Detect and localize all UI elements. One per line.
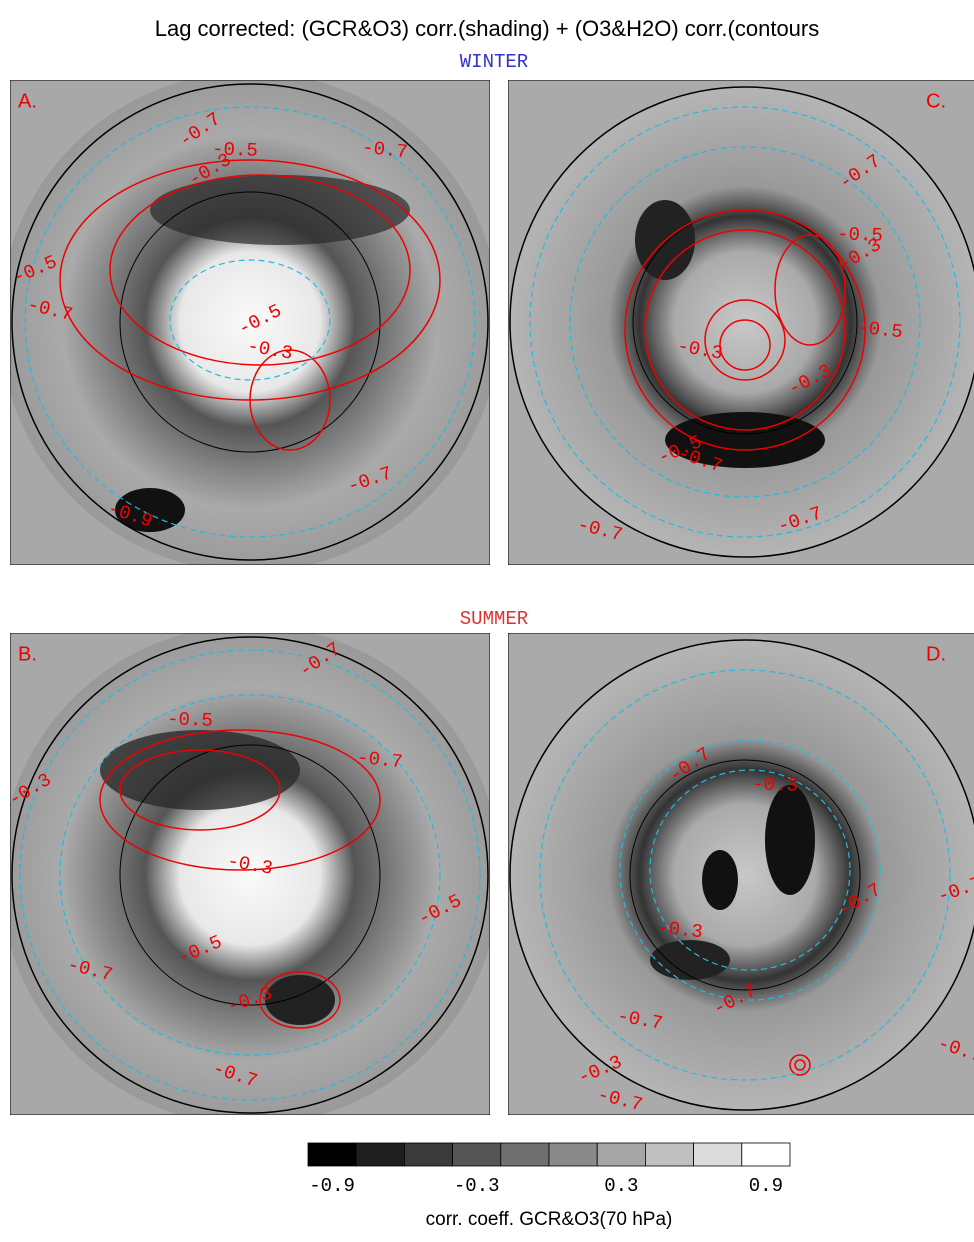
x-tick-label: -0.3: [454, 1175, 500, 1197]
colorbar-box: [742, 1143, 790, 1166]
panel-label: A.: [18, 90, 37, 112]
title: Lag corrected: (GCR&O3) corr.(shading) +…: [155, 16, 820, 41]
colorbar-box: [356, 1143, 404, 1166]
contour-label: -0.5: [167, 708, 213, 732]
panel-label: D.: [926, 643, 946, 665]
figure: Lag corrected: (GCR&O3) corr.(shading) +…: [0, 0, 974, 1237]
colorbar-box: [308, 1143, 356, 1166]
map-panel: [508, 80, 974, 565]
map-panel: [508, 633, 974, 1115]
colorbar-box: [694, 1143, 742, 1166]
colorbar-box: [404, 1143, 452, 1166]
colorbar-box: [549, 1143, 597, 1166]
season-label: WINTER: [460, 51, 528, 73]
colorbar-box: [501, 1143, 549, 1166]
colorbar-box: [597, 1143, 645, 1166]
x-axis-label: corr. coeff. GCR&O3(70 hPa): [426, 1209, 673, 1230]
season-label: SUMMER: [460, 608, 528, 630]
panel-label: B.: [18, 643, 37, 665]
x-tick-label: -0.9: [309, 1175, 355, 1197]
contour-label: -0.3: [752, 773, 798, 797]
colorbar-box: [453, 1143, 501, 1166]
x-tick-label: 0.9: [749, 1175, 783, 1197]
colorbar-box: [645, 1143, 693, 1166]
panel-label: C.: [926, 90, 946, 112]
x-tick-label: 0.3: [604, 1175, 638, 1197]
